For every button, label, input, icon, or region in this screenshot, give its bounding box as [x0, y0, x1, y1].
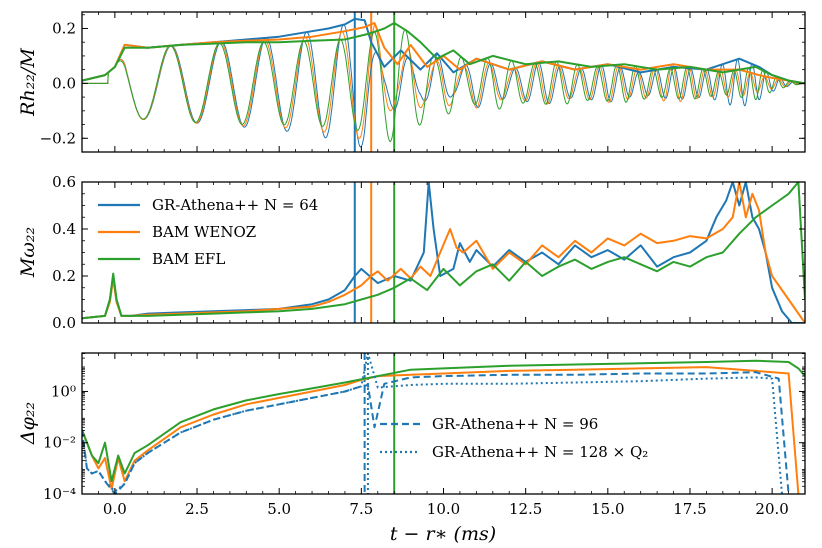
series-bottom-3 [82, 353, 783, 494]
top-ylabel: Rh₂₂/M [17, 48, 39, 117]
panel-top: −0.2 0.0 0.2 [40, 11, 806, 153]
series-middle-2 [82, 182, 805, 320]
xtick-label-4: 10.0 [427, 500, 460, 518]
bot-ylabel: Δφ₂₂ [17, 402, 39, 445]
legend-label-n128: GR-Athena++ N = 128 × Q₂ [432, 443, 648, 461]
panel-bottom: 0.0 2.5 5.0 7.5 10.0 12.5 15.0 17.5 20.0 10⁻⁴ 10⁻²… [43, 352, 806, 518]
x-axis-label: t − r∗ (ms) [390, 523, 496, 545]
ytick-label-top-0: −0.2 [40, 129, 76, 147]
ytick-label-bottom-1: 10⁻² [43, 434, 76, 452]
series-bottom-0 [82, 366, 800, 494]
strain-real-2 [82, 29, 805, 143]
ytick-label-middle-1: 0.2 [52, 267, 76, 285]
frame-top [81, 11, 806, 153]
series-group-bottom [82, 353, 805, 494]
ytick-label-middle-0: 0.0 [52, 314, 76, 332]
mid-ylabel: Mω₂₂ [17, 227, 39, 278]
xtick-label-1: 2.5 [185, 500, 209, 518]
ytick-label-bottom-0: 10⁻⁴ [43, 485, 76, 503]
ytick-label-top-1: 0.0 [52, 74, 76, 92]
xtick-label-8: 20.0 [755, 500, 788, 518]
legend-label-n96: GR-Athena++ N = 96 [432, 415, 598, 433]
series-middle-1 [82, 182, 805, 323]
series-group-top [82, 17, 805, 148]
vlines-middle [353, 182, 396, 323]
panels: −0.2 0.0 0.2 0.0 0.2 0.4 0.6 0.0 2.5 5.0 7.5 10.0 12… [40, 11, 806, 518]
strain-real-1 [82, 23, 805, 140]
ytick-label-top-2: 0.2 [52, 19, 76, 37]
panel-middle: 0.0 0.2 0.4 0.6 [52, 173, 806, 332]
xtick-label-7: 17.5 [673, 500, 706, 518]
strain-real-0 [82, 24, 805, 148]
xtick-label-5: 12.5 [509, 500, 542, 518]
vlines-top [353, 12, 396, 152]
series-middle-0 [82, 182, 805, 323]
ytick-label-middle-2: 0.4 [52, 220, 76, 238]
ytick-label-middle-3: 0.6 [52, 173, 76, 191]
legend-label-bam-efl: BAM EFL [152, 250, 225, 268]
xtick-label-6: 15.0 [591, 500, 624, 518]
ytick-label-bottom-2: 10⁰ [51, 382, 76, 400]
xtick-label-3: 7.5 [349, 500, 373, 518]
series-group-middle [82, 182, 805, 323]
series-top-2 [82, 22, 805, 85]
legend-label-gr-athena: GR-Athena++ N = 64 [152, 196, 318, 214]
legend-label-bam-wenoz: BAM WENOZ [152, 223, 256, 241]
xtick-label-0: 0.0 [103, 500, 127, 518]
series-bottom-1 [82, 359, 805, 483]
xtick-label-2: 5.0 [267, 500, 291, 518]
legend-middle: GR-Athena++ N = 64 BAM WENOZ BAM EFL [98, 196, 318, 268]
series-bottom-2 [82, 371, 790, 494]
legend-bottom: GR-Athena++ N = 96 GR-Athena++ N = 128 ×… [380, 415, 648, 461]
